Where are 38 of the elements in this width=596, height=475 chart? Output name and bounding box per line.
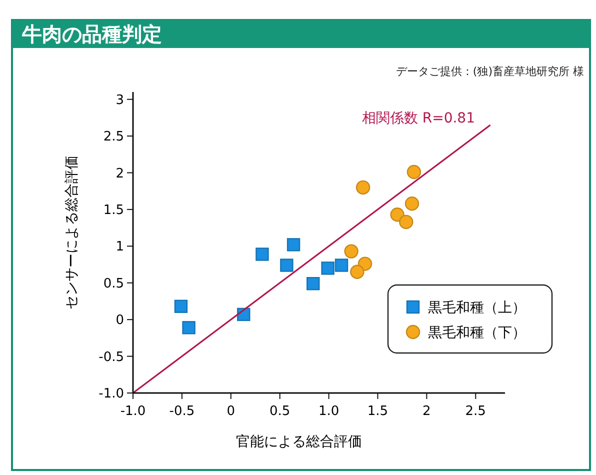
point — [390, 208, 404, 222]
y-tick-label: 3 — [116, 92, 124, 108]
x-tick-label: -0.5 — [169, 404, 195, 419]
point — [406, 164, 422, 180]
point — [344, 244, 358, 258]
y-tick-label: -0.5 — [98, 350, 124, 365]
y-tick-label: -1.0 — [98, 386, 124, 402]
point — [306, 277, 320, 290]
chart-title: 牛肉の品種判定 — [21, 22, 162, 46]
x-tick-label: 2.5 — [465, 404, 486, 419]
x-axis-title: 官能による総合評価 — [236, 434, 362, 450]
y-axis-title: センサーによる総合評価 — [64, 156, 80, 310]
point — [182, 321, 196, 334]
point — [174, 300, 188, 313]
legend-label: 黒毛和種（下） — [428, 325, 526, 341]
point — [399, 214, 414, 230]
y-tick-label: 2.5 — [103, 130, 124, 145]
text: データご提供：(独)畜産草地研究所 様 — [396, 65, 584, 78]
y-tick-label: 0 — [116, 313, 124, 328]
point — [350, 264, 364, 279]
point — [321, 262, 334, 275]
x-tick-label: 0 — [226, 404, 236, 419]
x-tick-label: 0.5 — [270, 404, 290, 419]
point — [356, 180, 370, 195]
y-tick-label: 1.5 — [103, 202, 124, 218]
x-tick-label: 2 — [422, 404, 431, 419]
y-tick-label: 2 — [116, 166, 124, 182]
y-tick-label: 0.5 — [103, 276, 124, 292]
point — [280, 258, 294, 272]
legend-label: 黒毛和種（上） — [428, 300, 526, 316]
point — [334, 258, 348, 272]
point — [404, 196, 420, 211]
x-tick-label: 1.0 — [318, 404, 340, 419]
annotation: 相関係数 R=0.81 — [362, 110, 475, 127]
point — [286, 238, 300, 252]
x-tick-label: 1.5 — [367, 404, 388, 419]
point — [256, 248, 269, 261]
y-tick-label: 1 — [116, 240, 124, 255]
